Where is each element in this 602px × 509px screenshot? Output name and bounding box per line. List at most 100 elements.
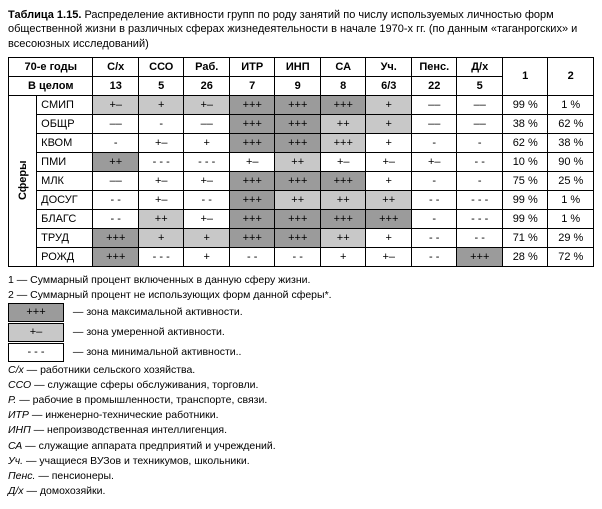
legend-text: — зона максимальной активности.	[70, 306, 243, 318]
abbr-text: — служащие аппарата предприятий и учрежд…	[22, 440, 275, 452]
hdr-cell: ИНП	[275, 57, 321, 76]
data-cell: - -	[275, 247, 321, 266]
pct-cell: 99 %	[502, 209, 548, 228]
hdr-cell: СА	[320, 57, 366, 76]
data-cell: +–	[184, 209, 230, 228]
pct-cell: 38 %	[502, 114, 548, 133]
pct-cell: 62 %	[502, 133, 548, 152]
data-cell: +–	[184, 171, 230, 190]
abbr-key: ИТР	[8, 409, 29, 421]
hdr-cell: Уч.	[366, 57, 412, 76]
title-text: Распределение активности групп по роду з…	[8, 9, 577, 50]
row-header: КВОМ	[37, 133, 93, 152]
data-cell: +–	[138, 171, 184, 190]
hdr-cell: В целом	[9, 76, 93, 95]
hdr-cell: 22	[411, 76, 457, 95]
data-cell: +++	[93, 228, 139, 247]
data-cell: +++	[93, 247, 139, 266]
hdr-cell: 6/3	[366, 76, 412, 95]
data-cell: - -	[457, 228, 503, 247]
data-cell: +++	[275, 228, 321, 247]
data-cell: ––	[184, 114, 230, 133]
pct-cell: 75 %	[502, 171, 548, 190]
abbr-line: Пенс. — пенсионеры.	[8, 469, 594, 483]
data-cell: +	[366, 133, 412, 152]
pct-cell: 99 %	[502, 95, 548, 114]
legend: +++ — зона максимальной активности.+– — …	[8, 303, 594, 362]
pct-cell: 29 %	[548, 228, 594, 247]
data-cell: -	[138, 114, 184, 133]
data-cell: +–	[320, 152, 366, 171]
row-header: ДОСУГ	[37, 190, 93, 209]
hdr-cell: 1	[502, 57, 548, 95]
hdr-cell: Раб.	[184, 57, 230, 76]
data-cell: +	[366, 95, 412, 114]
data-cell: - -	[93, 190, 139, 209]
pct-cell: 25 %	[548, 171, 594, 190]
hdr-cell: 8	[320, 76, 366, 95]
data-cell: ++	[366, 190, 412, 209]
footnotes: 1 — Суммарный процент включенных в данну…	[8, 273, 594, 498]
abbr-line: ИТР — инженерно-технические работники.	[8, 408, 594, 422]
data-cell: - - -	[457, 209, 503, 228]
data-cell: ––	[93, 171, 139, 190]
data-cell: +	[366, 171, 412, 190]
data-cell: +	[366, 114, 412, 133]
data-cell: - - -	[138, 247, 184, 266]
data-cell: ++	[93, 152, 139, 171]
abbr-text: — непроизводственная интеллигенция.	[31, 424, 227, 436]
abbr-text: — служащие сферы обслуживания, торговли.	[31, 379, 258, 391]
abbr-line: С/х — работники сельского хозяйства.	[8, 363, 594, 377]
hdr-cell: 70-е годы	[9, 57, 93, 76]
row-header: БЛАГС	[37, 209, 93, 228]
data-cell: +	[184, 247, 230, 266]
main-table: 70-е годыС/хССОРаб.ИТРИНПСАУч.Пенс.Д/х12…	[8, 57, 594, 267]
abbr-key: Пенс.	[8, 470, 35, 482]
hdr-cell: ИТР	[229, 57, 275, 76]
pct-cell: 1 %	[548, 95, 594, 114]
row-header: РОЖД	[37, 247, 93, 266]
data-cell: +++	[320, 95, 366, 114]
data-cell: - - -	[184, 152, 230, 171]
data-cell: ––	[457, 95, 503, 114]
legend-row: +++ — зона максимальной активности.	[8, 303, 594, 322]
data-cell: - -	[411, 228, 457, 247]
data-cell: +	[184, 228, 230, 247]
pct-cell: 1 %	[548, 209, 594, 228]
data-cell: ––	[411, 95, 457, 114]
pct-cell: 99 %	[502, 190, 548, 209]
table-row: ДОСУГ- -+–- -+++++++++- -- - -99 %1 %	[9, 190, 594, 209]
data-cell: ++	[275, 190, 321, 209]
vertical-label: Сферы	[9, 95, 37, 266]
data-cell: ++	[275, 152, 321, 171]
abbr-line: ССО — служащие сферы обслуживания, торго…	[8, 378, 594, 392]
row-header: ОБЩР	[37, 114, 93, 133]
data-cell: +++	[229, 190, 275, 209]
abbr-text: — работники сельского хозяйства.	[24, 364, 195, 376]
data-cell: +–	[411, 152, 457, 171]
data-cell: +++	[229, 95, 275, 114]
data-cell: +++	[320, 133, 366, 152]
table-row: РОЖД+++- - -+- -- -++–- -+++28 %72 %	[9, 247, 594, 266]
data-cell: +++	[457, 247, 503, 266]
pct-cell: 62 %	[548, 114, 594, 133]
abbr-key: СА	[8, 440, 22, 452]
data-cell: +++	[229, 133, 275, 152]
data-cell: +–	[229, 152, 275, 171]
table-row: ТРУД++++++++++++++- -- -71 %29 %	[9, 228, 594, 247]
abbr-line: Р. — рабочие в промышленности, транспорт…	[8, 393, 594, 407]
data-cell: +–	[138, 190, 184, 209]
row-header: ПМИ	[37, 152, 93, 171]
footnote-2: 2 — Суммарный процент не использующих фо…	[8, 288, 594, 302]
pct-cell: 90 %	[548, 152, 594, 171]
row-header: ТРУД	[37, 228, 93, 247]
table-row: ОБЩР––-––+++++++++––––38 %62 %	[9, 114, 594, 133]
legend-swatch: +–	[8, 323, 64, 342]
data-cell: ++	[320, 190, 366, 209]
abbr-text: — пенсионеры.	[35, 470, 114, 482]
legend-swatch: - - -	[8, 343, 64, 362]
data-cell: ––	[411, 114, 457, 133]
abbr-text: — учащиеся ВУЗов и техникумов, школьники…	[23, 455, 250, 467]
table-row: ПМИ++- - -- - -+–+++–+–+–- -10 %90 %	[9, 152, 594, 171]
pct-cell: 10 %	[502, 152, 548, 171]
